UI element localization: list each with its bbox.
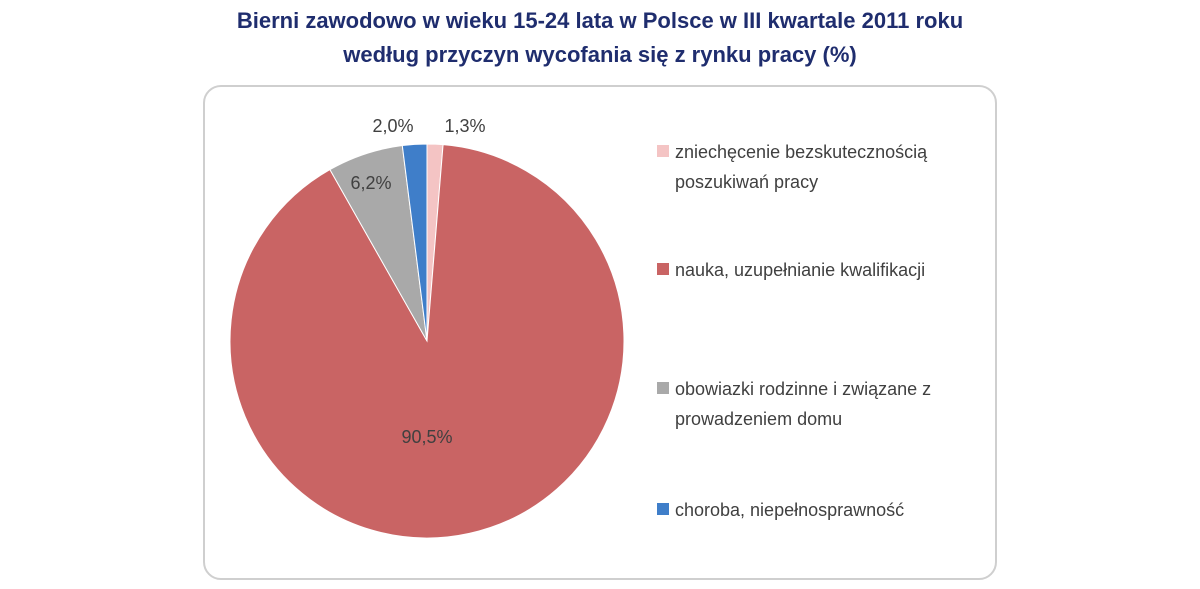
legend-label-illness-line1: choroba, niepełnosprawność <box>675 500 905 520</box>
legend-swatch-education <box>657 263 669 275</box>
legend-label-family-duties-line1: obowiazki rodzinne i związane z <box>675 379 932 399</box>
legend-label-discouraged: zniechęcenie bezskutecznością poszukiwań… <box>675 137 995 197</box>
legend-label-discouraged-line1: zniechęcenie bezskutecznością <box>675 142 928 162</box>
legend-swatch-illness <box>657 503 669 515</box>
legend-label-discouraged-line2: poszukiwań pracy <box>675 172 819 192</box>
pie-slice-illness <box>401 143 428 342</box>
chart-title: Bierni zawodowo w wieku 15-24 lata w Pol… <box>0 4 1200 72</box>
legend: zniechęcenie bezskutecznością poszukiwań… <box>655 0 995 589</box>
chart-title-line-1: Bierni zawodowo w wieku 15-24 lata w Pol… <box>236 8 964 33</box>
legend-label-family-duties-line2: prowadzeniem domu <box>675 409 843 429</box>
legend-label-family-duties: obowiazki rodzinne i związane z prowadze… <box>675 374 995 434</box>
legend-label-education-line1: nauka, uzupełnianie kwalifikacji <box>675 260 926 280</box>
slice-label-education: 90,5% <box>401 427 452 447</box>
slice-label-illness: 2,0% <box>372 116 413 136</box>
pie-slice-education <box>229 144 625 539</box>
legend-label-education: nauka, uzupełnianie kwalifikacji <box>675 255 995 285</box>
slice-label-family-duties: 6,2% <box>350 173 391 193</box>
legend-label-illness: choroba, niepełnosprawność <box>675 495 995 525</box>
legend-swatch-family-duties <box>657 382 669 394</box>
chart-title-line-2: według przyczyn wycofania się z rynku pr… <box>343 42 857 67</box>
legend-swatch-discouraged <box>657 145 669 157</box>
slice-label-discouraged: 1,3% <box>444 116 485 136</box>
